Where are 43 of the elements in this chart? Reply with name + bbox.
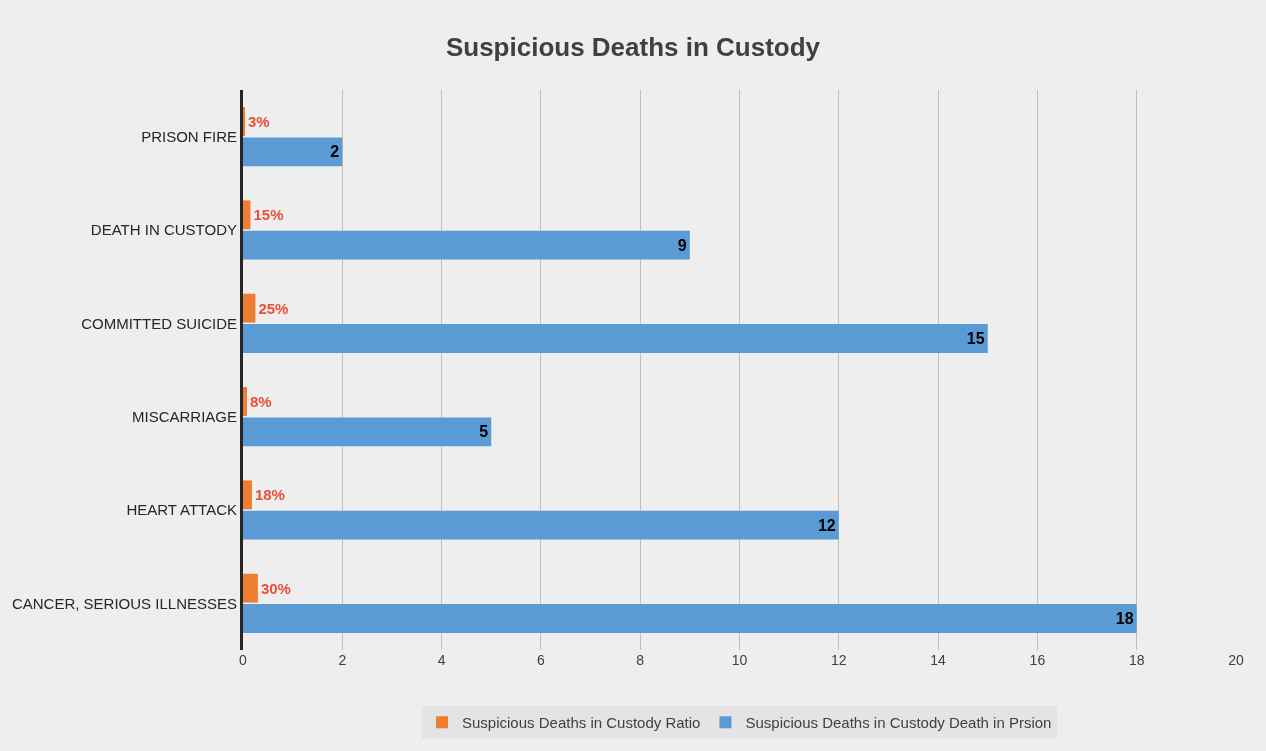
x-tick-label: 10	[731, 652, 748, 668]
data-label: 12	[817, 516, 836, 534]
x-tick-label: 8	[636, 652, 645, 668]
legend-label: Suspicious Deaths in Custody Ratio	[462, 714, 701, 732]
bar	[243, 510, 839, 540]
y-tick-label: MISCARRIAGE	[131, 407, 237, 425]
chart-title: Suspicious Deaths in Custody	[445, 31, 821, 62]
bar	[243, 604, 1137, 633]
x-tick-label: 6	[537, 652, 545, 668]
data-label: 18%	[254, 486, 285, 504]
x-tick-label: 2	[338, 652, 347, 668]
data-label: 8%	[249, 393, 272, 410]
bar	[243, 480, 252, 510]
y-tick-label: PRISON FIRE	[141, 127, 237, 145]
x-tick-label: 20	[1228, 652, 1244, 668]
bar	[243, 200, 251, 230]
bar	[243, 137, 343, 167]
data-label: 15	[966, 330, 985, 347]
x-tick-label: 18	[1128, 652, 1145, 668]
y-tick-label: DEATH IN CUSTODY	[90, 221, 237, 239]
data-label: 2	[330, 143, 340, 161]
data-label: 25%	[258, 299, 289, 317]
y-tick-label: COMMITTED SUICIDE	[81, 314, 237, 332]
data-label: 18	[1115, 610, 1134, 627]
data-label: 5	[479, 423, 489, 441]
x-tick-label: 4	[437, 652, 446, 668]
x-tick-label: 0	[239, 652, 248, 668]
x-tick-label: 16	[1029, 652, 1046, 668]
bar	[243, 293, 256, 323]
data-label: 15%	[253, 206, 284, 224]
bar	[243, 387, 247, 416]
legend-label: Suspicious Deaths in Custody Death in Prsion	[745, 714, 1052, 732]
data-label: 30%	[260, 579, 291, 597]
bar	[243, 417, 492, 447]
data-label: 9	[677, 236, 687, 254]
bar	[243, 230, 690, 260]
y-tick-label: CANCER, SERIOUS ILLNESSES	[11, 594, 237, 612]
bar	[243, 324, 988, 353]
data-label: 3%	[248, 113, 270, 130]
y-tick-label: HEART ATTACK	[126, 501, 237, 519]
bar	[243, 573, 258, 603]
x-tick-label: 14	[930, 652, 947, 668]
x-tick-label: 12	[831, 652, 847, 668]
